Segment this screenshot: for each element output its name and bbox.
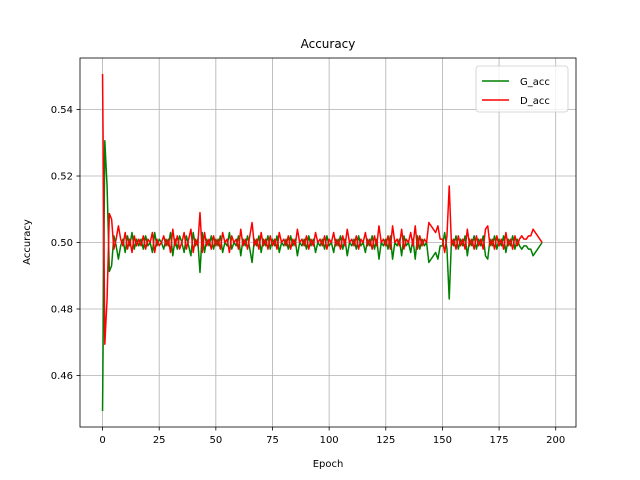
series-line-d-acc bbox=[101, 73, 543, 345]
x-tick-label: 150 bbox=[433, 435, 452, 446]
legend: G_acc D_acc bbox=[475, 65, 569, 113]
y-tick-label: 0.50 bbox=[51, 238, 73, 249]
x-tick-label: 50 bbox=[209, 435, 222, 446]
plot-area bbox=[101, 73, 543, 412]
x-tick-label: 25 bbox=[153, 435, 166, 446]
y-axis-label: Accuracy bbox=[22, 219, 33, 265]
x-tick-label: 200 bbox=[546, 435, 565, 446]
y-tick-label: 0.52 bbox=[51, 172, 73, 183]
y-tick-label: 0.46 bbox=[51, 371, 73, 382]
legend-label: G_acc bbox=[520, 77, 550, 88]
chart-title: Accuracy bbox=[301, 37, 356, 51]
x-tick-label: 175 bbox=[490, 435, 509, 446]
y-tick-label: 0.48 bbox=[51, 304, 73, 315]
legend-label: D_acc bbox=[520, 96, 550, 107]
ticks: 0 25 50 75 100 125 150 175 200 0.46 0.48 0.50 0.52 0.… bbox=[51, 105, 566, 446]
x-tick-label: 75 bbox=[266, 435, 279, 446]
x-tick-label: 125 bbox=[376, 435, 395, 446]
x-axis-label: Epoch bbox=[313, 459, 344, 470]
x-tick-label: 0 bbox=[99, 435, 105, 446]
x-tick-label: 100 bbox=[320, 435, 339, 446]
y-tick-label: 0.54 bbox=[51, 105, 73, 116]
